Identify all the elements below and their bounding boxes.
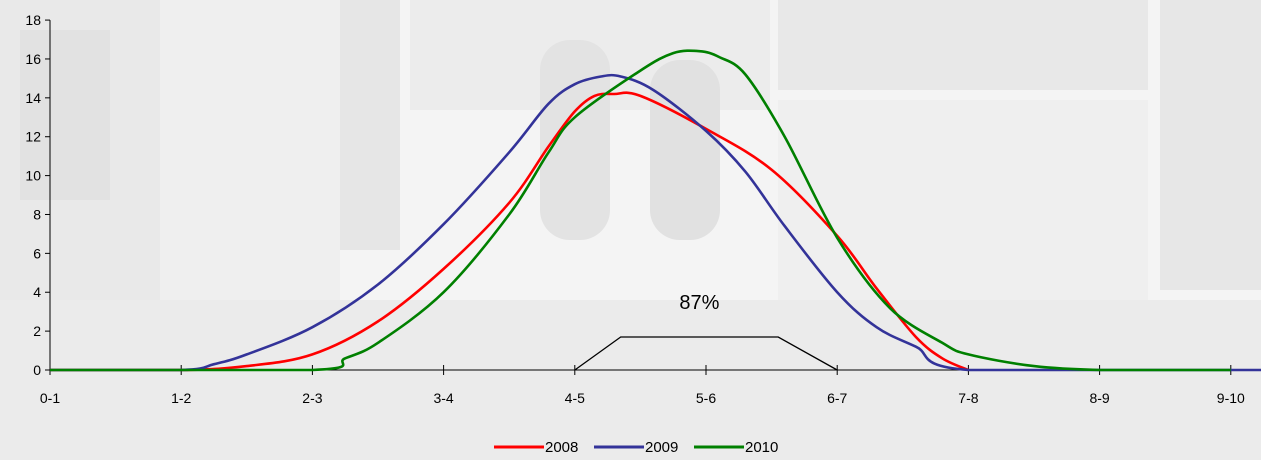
- y-tick-label: 0: [33, 362, 41, 378]
- y-tick-label: 16: [25, 51, 41, 67]
- x-tick-label: 7-8: [958, 390, 978, 406]
- x-tick-label: 6-7: [827, 390, 847, 406]
- y-tick-label: 6: [33, 245, 41, 261]
- x-tick-label: 0-1: [40, 390, 60, 406]
- series-line-2010: [49, 49, 1231, 372]
- legend: 2008 2009 2010: [494, 439, 778, 456]
- series-line-2008: [49, 91, 969, 372]
- x-tick-label: 3-4: [433, 390, 453, 406]
- y-tick-label: 10: [25, 168, 41, 184]
- y-tick-label: 4: [33, 284, 41, 300]
- x-tick-label: 1-2: [171, 390, 191, 406]
- annotation-87-percent: 87%: [574, 292, 838, 371]
- annotation-bracket: [574, 336, 838, 371]
- y-tick-label: 12: [25, 129, 41, 145]
- x-tick-label: 8-9: [1089, 390, 1109, 406]
- legend-label-2008: 2008: [545, 439, 578, 456]
- legend-label-2010: 2010: [745, 439, 778, 456]
- y-tick-label: 18: [25, 12, 41, 28]
- series-lines: [49, 49, 1261, 372]
- y-tick-label: 2: [33, 323, 41, 339]
- annotation-label: 87%: [679, 292, 719, 314]
- x-tick-label: 2-3: [302, 390, 322, 406]
- x-tick-label: 5-6: [696, 390, 716, 406]
- series-line-2009: [49, 73, 1261, 372]
- legend-label-2009: 2009: [645, 439, 678, 456]
- axes: 0 2 4 6 8 10 12 14 16 18 0-1 1-2 2-3 3-4 4-5 5-6 6-7 7-8 8…: [25, 12, 1245, 406]
- x-tick-label: 9-10: [1217, 390, 1245, 406]
- x-tick-label: 4-5: [565, 390, 585, 406]
- y-tick-label: 8: [33, 206, 41, 222]
- y-tick-label: 14: [25, 90, 41, 106]
